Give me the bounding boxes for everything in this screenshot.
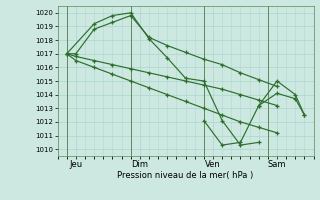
X-axis label: Pression niveau de la mer( hPa ): Pression niveau de la mer( hPa )	[117, 171, 254, 180]
